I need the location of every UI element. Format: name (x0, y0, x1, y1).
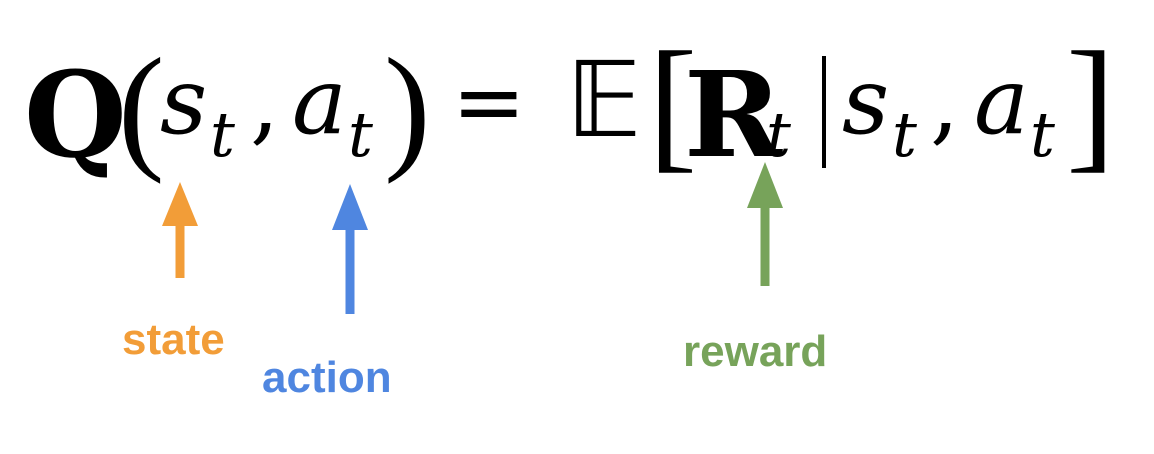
expectation-symbol: 𝔼 (566, 39, 642, 161)
close-bracket: ] (1066, 22, 1116, 186)
conditional-bar (822, 56, 826, 168)
action-symbol: a (292, 48, 347, 155)
reward-arrow-icon (747, 162, 783, 286)
action-arrow-icon (332, 184, 368, 314)
state-symbol: s (160, 48, 208, 155)
open-paren: ( (118, 30, 165, 185)
state-label: state (122, 315, 225, 364)
action-subscript-2: t (1030, 98, 1055, 171)
comma-2: , (930, 48, 960, 155)
action-symbol-2: a (974, 48, 1029, 155)
close-paren: ) (384, 30, 431, 185)
action-label: action (262, 353, 392, 402)
q-value-equation: Q ( s t , a t ) = 𝔼 [ R t s t , a t ] (0, 0, 1154, 200)
q-symbol: Q (24, 45, 127, 184)
state-arrow-icon (162, 182, 198, 278)
reward-symbol: R (684, 45, 783, 184)
action-subscript: t (348, 98, 373, 171)
comma-1: , (250, 48, 280, 155)
reward-label: reward (683, 327, 828, 376)
state-subscript-2: t (892, 98, 917, 171)
state-subscript: t (210, 98, 235, 171)
reward-subscript: t (766, 98, 791, 171)
open-bracket: [ (648, 22, 698, 186)
equals-sign: = (452, 50, 526, 153)
state-symbol-2: s (842, 48, 890, 155)
